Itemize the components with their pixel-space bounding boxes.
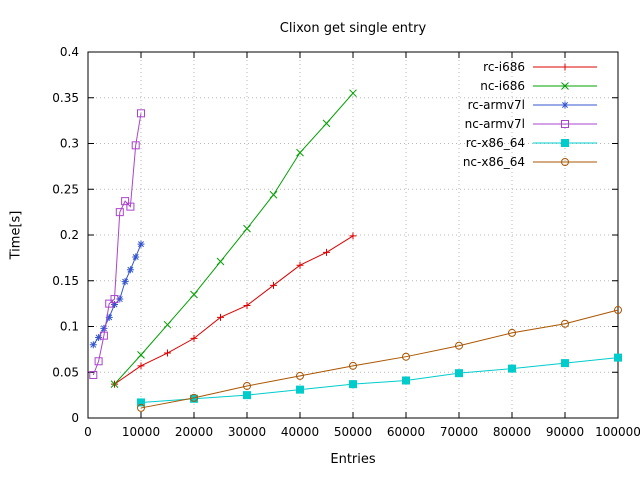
series-nc-i686 [110, 89, 357, 388]
y-tick-labels: 0 0.05 0.1 0.15 0.2 0.25 0.3 0.35 0.4 [52, 45, 79, 425]
chart-title: Clixon get single entry [279, 21, 427, 36]
svg-text:60000: 60000 [387, 425, 425, 439]
legend-label-nc-armv7l: nc-armv7l [465, 117, 525, 131]
series-nc-x86_64 [137, 306, 622, 412]
legend-label-rc-armv7l: rc-armv7l [468, 98, 525, 112]
legend-sample-rc-armv7l [533, 101, 597, 109]
svg-text:0.4: 0.4 [60, 45, 79, 59]
series-rc-x86_64 [137, 353, 622, 407]
svg-text:0: 0 [84, 425, 92, 439]
svg-text:0.15: 0.15 [52, 274, 79, 288]
legend-sample-nc-armv7l [533, 120, 597, 128]
svg-text:0.35: 0.35 [52, 91, 79, 105]
svg-text:80000: 80000 [493, 425, 531, 439]
plot-border [87, 51, 619, 419]
svg-text:20000: 20000 [175, 425, 213, 439]
svg-text:0.2: 0.2 [60, 228, 79, 242]
svg-text:70000: 70000 [440, 425, 478, 439]
legend: rc-i686 nc-i686 rc-armv7l nc-armv7l rc-x86_6… [463, 60, 597, 169]
series-rc-armv7l [89, 240, 145, 349]
series-rc-i686 [111, 232, 357, 388]
svg-text:0.05: 0.05 [52, 365, 79, 379]
legend-sample-rc-x86_64 [533, 139, 597, 147]
svg-text:40000: 40000 [281, 425, 319, 439]
svg-text:90000: 90000 [546, 425, 584, 439]
svg-text:50000: 50000 [334, 425, 372, 439]
y-axis-label: Time[s] [8, 210, 24, 260]
legend-sample-nc-x86_64 [533, 158, 597, 166]
legend-label-rc-x86_64: rc-x86_64 [466, 136, 525, 150]
svg-text:10000: 10000 [122, 425, 160, 439]
legend-sample-nc-i686 [533, 82, 597, 90]
legend-label-rc-i686: rc-i686 [483, 60, 525, 74]
svg-text:0.25: 0.25 [52, 182, 79, 196]
series-nc-armv7l [89, 109, 145, 379]
svg-text:0: 0 [71, 411, 79, 425]
x-tick-labels: 0 10000 20000 30000 40000 50000 60000 70000 8000… [84, 425, 640, 439]
svg-text:100000: 100000 [595, 425, 640, 439]
svg-text:0.1: 0.1 [60, 320, 79, 334]
svg-text:0.3: 0.3 [60, 137, 79, 151]
legend-label-nc-x86_64: nc-x86_64 [463, 155, 525, 169]
svg-text:30000: 30000 [228, 425, 266, 439]
legend-label-nc-i686: nc-i686 [480, 79, 525, 93]
legend-sample-rc-i686 [533, 63, 597, 71]
x-axis-label: Entries [330, 452, 376, 467]
